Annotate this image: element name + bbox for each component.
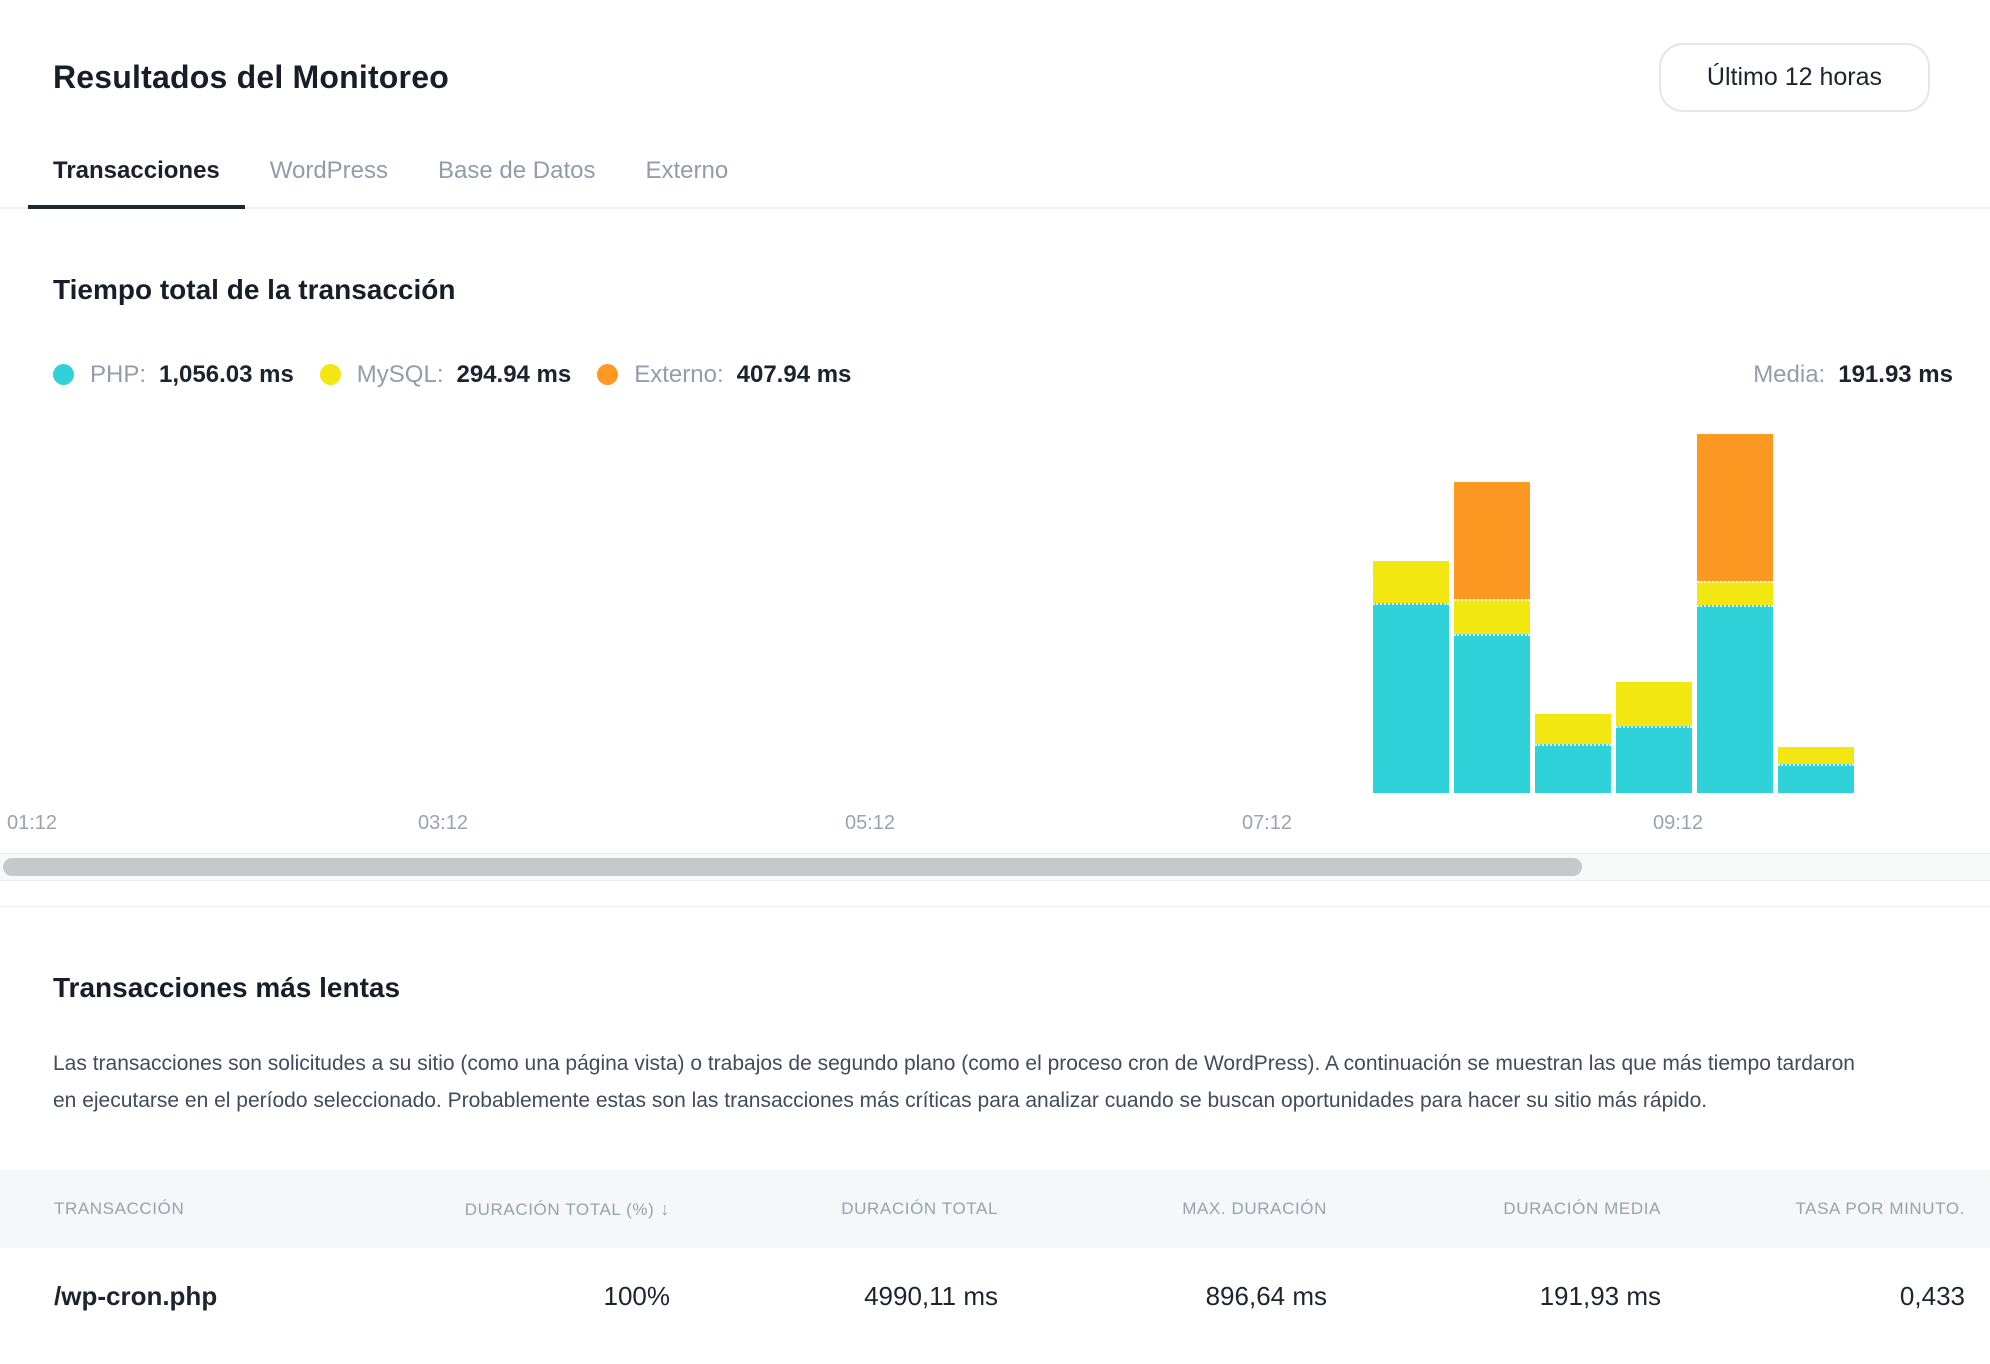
chart-bar[interactable]	[1373, 561, 1449, 793]
bar-segment-mysql	[1535, 714, 1611, 744]
chart-bar[interactable]	[1454, 482, 1530, 793]
page-header: Resultados del Monitoreo Último 12 horas	[0, 0, 1990, 112]
x-axis-tick: 01:12	[6, 812, 58, 834]
table-body: /wp-cron.php 100% 4990,11 ms 896,64 ms 191,9…	[0, 1248, 1990, 1345]
table-cell: 100%	[603, 1281, 671, 1311]
stacked-bar-chart	[0, 401, 1990, 793]
transaction-name-cell: /wp-cron.php	[54, 1281, 218, 1311]
table-cell: 896,64 ms	[1205, 1281, 1327, 1311]
bar-segment-mysql	[1778, 747, 1854, 764]
page-title: Resultados del Monitoreo	[53, 59, 449, 95]
section-divider	[0, 906, 1990, 907]
x-axis-tick: 09:12	[1652, 812, 1704, 834]
tab-wordpress[interactable]: WordPress	[269, 157, 389, 184]
column-header-duracion-total[interactable]: DURACIÓN TOTAL (%) ↓	[464, 1198, 670, 1219]
tab-externo[interactable]: Externo	[645, 157, 729, 184]
column-header-duracion-media[interactable]: DURACIÓN MEDIA	[1503, 1199, 1661, 1218]
bar-segment-mysql	[1373, 561, 1449, 603]
legend-dot-externo	[597, 364, 619, 385]
legend-label: Externo:	[634, 361, 724, 388]
column-header-duracion-total[interactable]: DURACIÓN TOTAL	[841, 1199, 998, 1218]
bar-segment-externo	[1697, 434, 1773, 581]
chart-bar[interactable]	[1535, 714, 1611, 793]
column-header-tasa-por-minuto[interactable]: TASA POR MINUTO.	[1795, 1199, 1965, 1218]
legend-label: MySQL:	[356, 361, 444, 388]
legend-dot-mysql	[319, 364, 341, 385]
bar-segment-mysql	[1697, 581, 1773, 605]
x-axis-tick: 03:12	[417, 812, 469, 834]
chart-bar[interactable]	[1616, 682, 1692, 793]
sort-desc-icon: ↓	[660, 1198, 670, 1219]
table-header-row: TRANSACCIÓN DURACIÓN TOTAL (%) ↓ DURACIÓN T…	[0, 1170, 1990, 1248]
scrollbar-thumb[interactable]	[3, 858, 1582, 876]
bar-segment-mysql	[1454, 599, 1530, 634]
bar-segment-php	[1454, 634, 1530, 793]
column-header-max-duracion[interactable]: MAX. DURACIÓN	[1182, 1199, 1327, 1218]
horizontal-scrollbar[interactable]	[0, 853, 1990, 881]
time-range-button[interactable]: Último 12 horas	[1658, 43, 1930, 112]
chart-bar[interactable]	[1697, 434, 1773, 793]
bar-segment-php	[1697, 605, 1773, 793]
bar-segment-externo	[1454, 482, 1530, 599]
legend-value: 294.94 ms	[456, 361, 572, 388]
x-axis-tick: 05:12	[844, 812, 896, 834]
tab-base-de-datos[interactable]: Base de Datos	[438, 157, 596, 184]
slow-transactions-table: TRANSACCIÓN DURACIÓN TOTAL (%) ↓ DURACIÓN T…	[0, 1170, 1990, 1345]
legend-label: PHP:	[90, 361, 147, 388]
table-cell: 0,433	[1899, 1281, 1965, 1311]
legend-item-mysql: MySQL: 294.94 ms	[319, 360, 572, 389]
bar-segment-php	[1778, 764, 1854, 793]
chart-section-title: Tiempo total de la transacción	[53, 274, 456, 305]
media-label: Media:	[1753, 361, 1826, 388]
x-axis-tick: 07:12	[1241, 812, 1293, 834]
chart-legend: PHP: 1,056.03 ms MySQL: 294.94 ms Externo: 40…	[53, 360, 1953, 389]
slow-section-title: Transacciones más lentas	[53, 972, 401, 1003]
legend-item-php: PHP: 1,056.03 ms	[53, 360, 294, 389]
bar-segment-php	[1535, 744, 1611, 793]
tab-transacciones[interactable]: Transacciones	[28, 157, 245, 209]
table-cell: 191,93 ms	[1539, 1281, 1661, 1311]
slowest-transactions-section: Transacciones más lentas Las transaccion…	[0, 971, 1990, 1345]
bar-segment-mysql	[1616, 682, 1692, 726]
chart-bar[interactable]	[1778, 747, 1854, 793]
legend-value: 1,056.03 ms	[159, 361, 294, 388]
legend-dot-php	[53, 364, 74, 385]
tab-bar: Transacciones WordPress Base de Datos Exter…	[0, 157, 1990, 209]
bar-segment-php	[1616, 726, 1692, 793]
legend-media: Media: 191.93 ms	[1753, 360, 1953, 389]
table-row[interactable]: /wp-cron.php 100% 4990,11 ms 896,64 ms 191,9…	[0, 1248, 1990, 1345]
transaction-time-section: Tiempo total de la transacción PHP: 1,056…	[0, 273, 1990, 881]
slow-section-description: Las transacciones son solicitudes a su s…	[53, 1052, 1855, 1112]
media-value: 191.93 ms	[1838, 361, 1953, 388]
legend-item-externo: Externo: 407.94 ms	[597, 360, 851, 389]
legend-value: 407.94 ms	[736, 361, 852, 388]
bar-segment-php	[1373, 603, 1449, 793]
table-cell: 4990,11 ms	[864, 1281, 998, 1311]
column-header-transaccion[interactable]: TRANSACCIÓN	[54, 1199, 185, 1218]
x-axis: 01:12 03:12 05:12 07:12 09:12	[0, 793, 1990, 834]
